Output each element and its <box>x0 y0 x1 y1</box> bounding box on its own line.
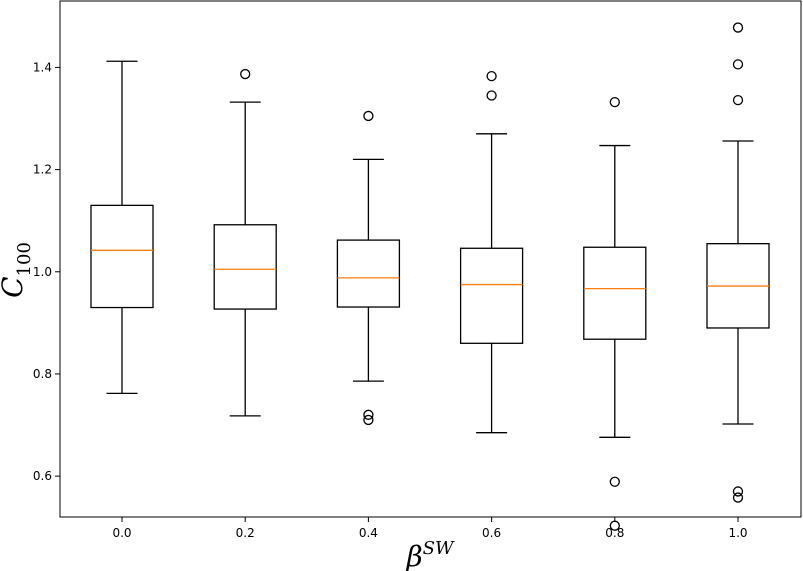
outlier-point <box>732 94 744 106</box>
y-axis-label-subscript: 100 <box>14 242 35 276</box>
outlier-point <box>363 110 374 122</box>
x-tick-label: 0.8 <box>605 526 624 540</box>
y-tick-label: 1.0 <box>33 265 52 279</box>
box-iqr <box>459 247 524 344</box>
y-tick-label: 1.4 <box>33 60 52 74</box>
box-group-0.2 <box>213 68 277 417</box>
box-group-0.4 <box>336 110 401 426</box>
y-axis-label: C100 <box>0 242 35 298</box>
y-axis: 0.6 0.8 1.0 1.2 1.4 <box>33 60 60 483</box>
x-tick-label: 0.6 <box>482 526 501 540</box>
chart-marks <box>90 22 770 531</box>
x-tick-label: 0.2 <box>236 526 255 540</box>
y-tick-label: 1.2 <box>33 163 52 177</box>
y-tick-label: 0.8 <box>33 367 52 381</box>
x-tick-label: 0.0 <box>112 526 131 540</box>
outlier-point <box>486 90 497 101</box>
outlier-point <box>732 59 744 70</box>
x-axis-label-superscript: SW <box>423 538 455 559</box>
outlier-point <box>363 409 374 420</box>
box-group-1.0 <box>706 22 770 503</box>
plot-area <box>59 0 802 518</box>
x-axis-label-main: β <box>405 540 422 571</box>
outlier-point <box>609 476 620 487</box>
box-group-0.0 <box>90 60 154 395</box>
x-tick-label: 0.4 <box>359 526 378 540</box>
outlier-point <box>363 414 374 426</box>
box-group-0.6 <box>459 70 524 434</box>
x-axis-label: βSW <box>405 538 455 571</box>
box-iqr <box>336 239 401 308</box>
x-tick-label: 1.0 <box>728 526 747 540</box>
outlier-point <box>486 70 497 82</box>
box-iqr <box>583 246 647 340</box>
box-group-0.8 <box>583 97 647 531</box>
outlier-point <box>732 22 744 33</box>
outlier-point <box>732 486 744 497</box>
outlier-point <box>609 97 620 108</box>
outlier-point <box>240 68 251 80</box>
box-iqr <box>90 204 154 309</box>
box-iqr <box>213 224 277 310</box>
y-tick-label: 0.6 <box>33 469 52 483</box>
x-axis: 0.0 0.2 0.4 0.6 0.8 1.0 <box>112 517 748 540</box>
outlier-point <box>732 492 744 503</box>
y-axis-label-main: C <box>0 276 29 297</box>
